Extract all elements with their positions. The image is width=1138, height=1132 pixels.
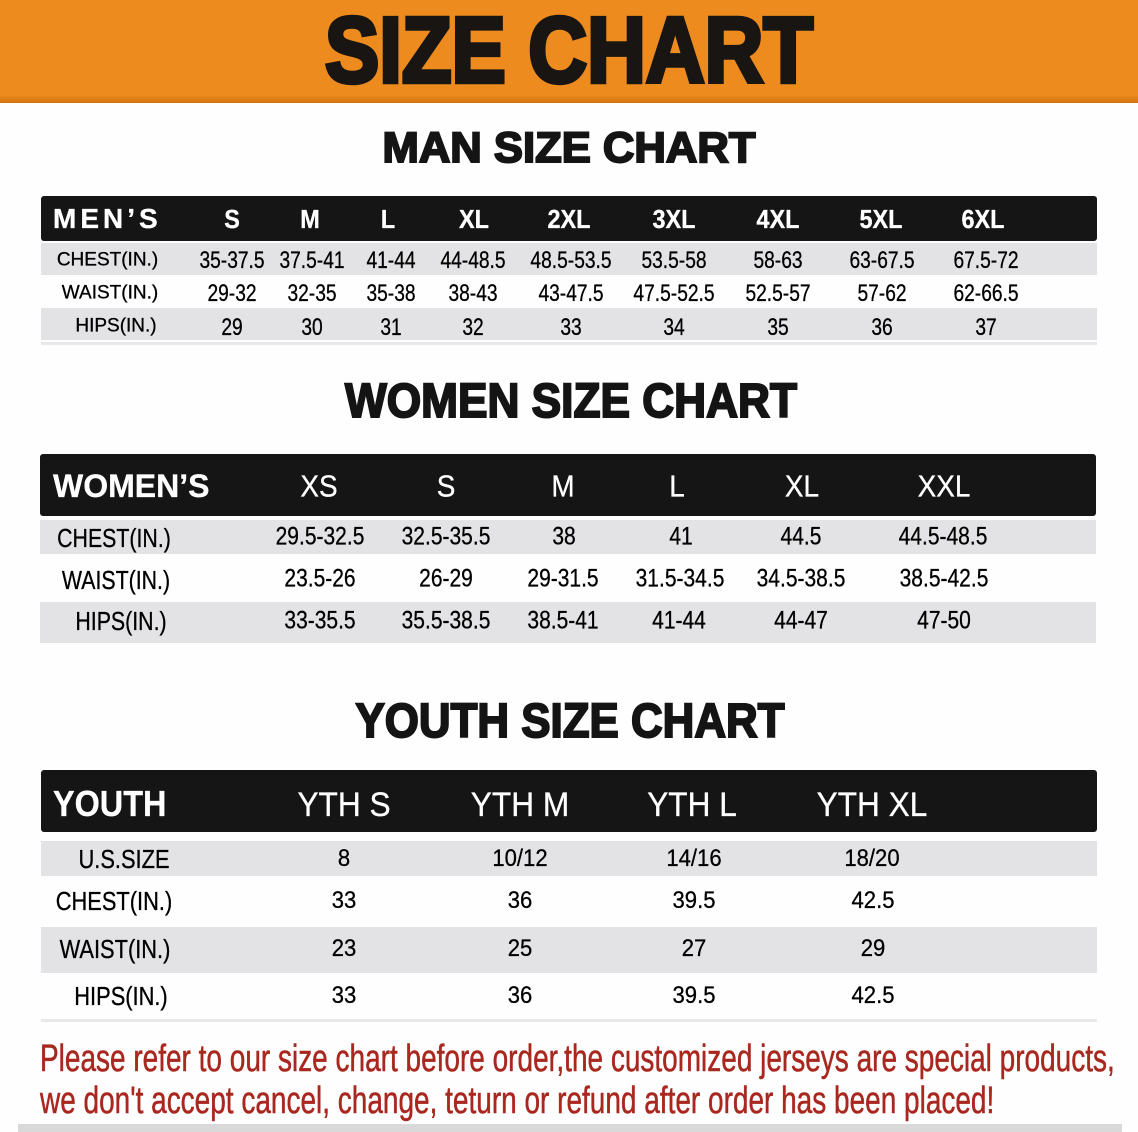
svg-text:WOMEN SIZE CHART: WOMEN SIZE CHART bbox=[345, 375, 797, 428]
svg-text:YOUTH SIZE CHART: YOUTH SIZE CHART bbox=[356, 695, 785, 748]
svg-text:MAN SIZE CHART: MAN SIZE CHART bbox=[383, 124, 756, 172]
svg-text:SIZE CHART: SIZE CHART bbox=[325, 0, 813, 102]
